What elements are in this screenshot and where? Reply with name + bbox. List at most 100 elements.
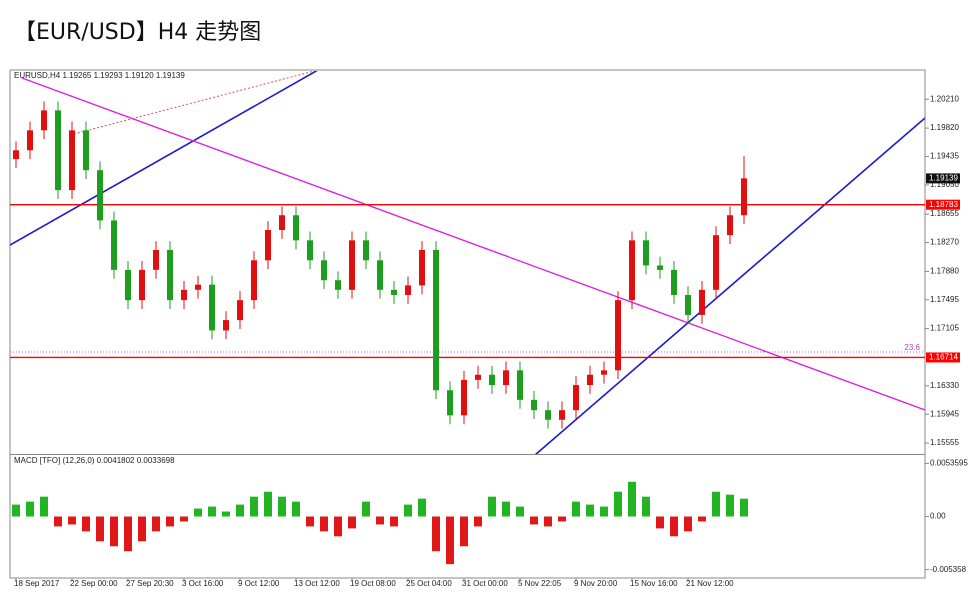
macd-bar — [656, 516, 664, 529]
macd-bar — [68, 516, 76, 525]
macd-bar — [180, 516, 188, 522]
trend-line — [21, 77, 925, 411]
candle-body — [629, 240, 635, 301]
y-tick-label: 0.00 — [930, 512, 946, 521]
x-tick-label: 15 Nov 16:00 — [630, 579, 678, 588]
macd-bar — [474, 516, 482, 527]
trend-line — [10, 71, 318, 246]
candle-body — [405, 285, 411, 295]
level-tag — [926, 199, 960, 210]
macd-bar — [152, 516, 160, 532]
candle-body — [167, 249, 173, 301]
x-tick-label: 3 Oct 16:00 — [182, 579, 224, 588]
x-tick-label: 25 Oct 04:00 — [406, 579, 452, 588]
macd-bar — [376, 516, 384, 525]
macd-bar — [110, 516, 118, 547]
candle-body — [531, 399, 537, 411]
candle-body — [293, 215, 299, 241]
y-tick-label: 0.0053595 — [930, 458, 968, 467]
macd-bar — [684, 516, 692, 532]
macd-bar — [670, 516, 678, 537]
macd-bar — [306, 516, 314, 527]
y-tick-label: 1.19820 — [930, 123, 959, 132]
drawings — [10, 71, 925, 454]
candle-body — [517, 370, 523, 400]
candle-body — [335, 280, 341, 290]
candle-body — [545, 410, 551, 420]
x-tick-label: 22 Sep 00:00 — [70, 579, 118, 588]
candle-body — [447, 390, 453, 416]
macd-bar — [124, 516, 132, 552]
x-tick-label: 18 Sep 2017 — [14, 579, 60, 588]
candle-body — [209, 284, 215, 331]
macd-bar — [96, 516, 104, 542]
level-tag — [926, 352, 960, 363]
candle-body — [13, 150, 19, 160]
candle-body — [615, 300, 621, 371]
candle-body — [265, 230, 271, 261]
candle-body — [125, 269, 131, 301]
level-label: 1.16714 — [929, 353, 958, 362]
candle-body — [475, 374, 481, 380]
macd-header: MACD [TFO] (12,26,0) 0.0041802 0.0033698 — [14, 456, 175, 465]
y-tick-label: 1.20210 — [930, 94, 959, 103]
macd-bar — [40, 496, 48, 517]
macd-bar — [642, 496, 650, 517]
macd-bar — [292, 501, 300, 517]
macd-bar — [138, 516, 146, 542]
candle-body — [195, 284, 201, 290]
macd-bar — [432, 516, 440, 552]
y-tick-label: 1.15945 — [930, 409, 959, 418]
candle-body — [153, 249, 159, 270]
candle-body — [419, 249, 425, 286]
x-tick-label: 27 Sep 20:30 — [126, 579, 174, 588]
candle-body — [111, 220, 117, 270]
y-tick-label: 1.18270 — [930, 238, 959, 247]
y-tick-label: 1.17105 — [930, 324, 959, 333]
macd-bar — [446, 516, 454, 565]
candle-body — [377, 260, 383, 290]
candle-body — [251, 260, 257, 301]
y-tick-label: 1.15555 — [930, 438, 959, 447]
candle-body — [363, 240, 369, 261]
macd-bar — [320, 516, 328, 532]
macd-bar — [82, 516, 90, 532]
fib-label: 23.6 — [904, 343, 920, 352]
plot-frame — [9, 69, 926, 579]
candle-body — [321, 260, 327, 281]
candle-body — [69, 130, 75, 191]
macd-bar — [600, 506, 608, 517]
macd-bar — [712, 491, 720, 517]
candle-body — [433, 249, 439, 391]
trend-line — [69, 71, 317, 136]
macd-bar — [502, 501, 510, 517]
macd-bar — [348, 516, 356, 529]
y-tick-label: 1.17880 — [930, 266, 959, 275]
candle-body — [727, 215, 733, 236]
candle-body — [573, 385, 579, 411]
macd-bar — [558, 516, 566, 522]
candle-body — [587, 374, 593, 386]
macd-bar — [390, 516, 398, 527]
x-tick-label: 19 Oct 08:00 — [350, 579, 396, 588]
current-price-tag — [926, 173, 960, 184]
current-price-label: 1.19139 — [929, 174, 958, 183]
macd-bar — [530, 516, 538, 525]
y-tick-label: 1.18655 — [930, 209, 959, 218]
macd-bar — [572, 501, 580, 517]
macd-bar — [740, 498, 748, 517]
candle-body — [643, 240, 649, 266]
y-tick-label: 1.19435 — [930, 152, 959, 161]
candle-body — [657, 265, 663, 270]
x-tick-label: 9 Nov 20:00 — [574, 579, 618, 588]
page-title: 【EUR/USD】H4 走势图 — [14, 20, 262, 45]
macd-bar — [362, 501, 370, 517]
macd-bar — [418, 498, 426, 517]
y-tick-label: 1.16330 — [930, 381, 959, 390]
x-tick-label: 21 Nov 12:00 — [686, 579, 734, 588]
candle-body — [671, 269, 677, 295]
candle-body — [237, 300, 243, 321]
candle-body — [27, 130, 33, 151]
macd-bar — [544, 516, 552, 527]
